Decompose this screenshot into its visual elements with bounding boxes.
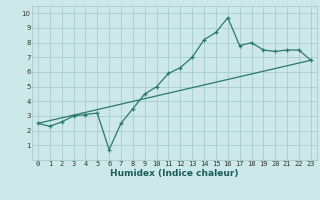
X-axis label: Humidex (Indice chaleur): Humidex (Indice chaleur): [110, 169, 239, 178]
